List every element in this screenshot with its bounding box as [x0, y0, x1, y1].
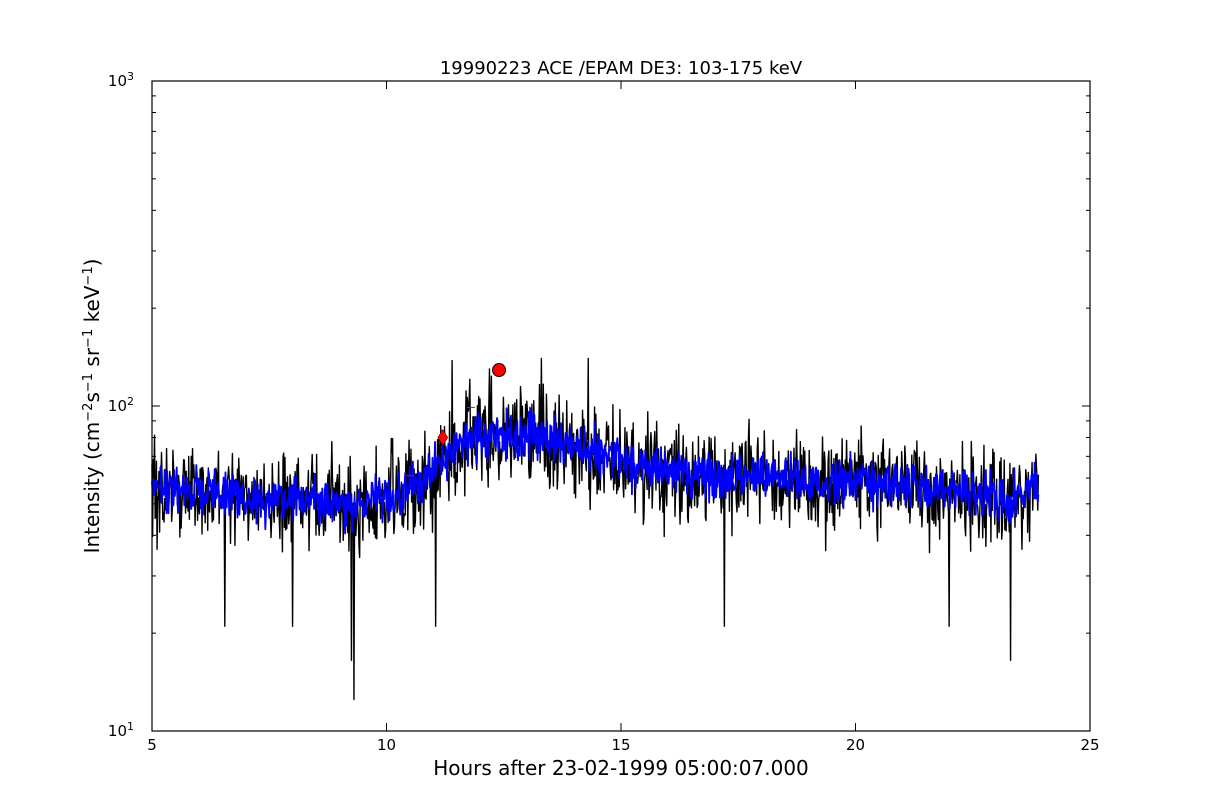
series-line-2 [151, 407, 1040, 535]
marker-diamond [437, 429, 449, 446]
y-axis-title-mid1: s [80, 392, 104, 402]
x-tick-label-15: 15 [611, 736, 630, 754]
y-axis-title-mid3: keV [80, 285, 104, 329]
x-tick-label-20: 20 [846, 736, 865, 754]
y-axis-title-sup3: −1 [81, 329, 96, 348]
x-tick-label-5: 5 [147, 736, 157, 754]
y-axis-title-sup1: −2 [81, 403, 96, 422]
x-axis-title: Hours after 23-02-1999 05:00:07.000 [433, 756, 809, 780]
series-layer [151, 357, 1040, 701]
marker-layer [405, 363, 507, 477]
x-tick-label-25: 25 [1080, 736, 1099, 754]
y-axis-title-sup4: −1 [81, 266, 96, 285]
y-axis-title-suffix: ) [80, 259, 104, 267]
y-axis-title-sup2: −1 [81, 373, 96, 392]
tick-layer: 5 10 15 20 25 101 102 103 [108, 70, 1100, 755]
y-tick-label-1000: 103 [108, 70, 134, 91]
marker-circle [492, 363, 507, 378]
y-axis-title: Intensity (cm−2s−1 sr−1 keV−1) [80, 259, 104, 554]
y-tick-label-100: 102 [108, 395, 134, 416]
chart-title: 19990223 ACE /EPAM DE3: 103-175 keV [440, 58, 803, 79]
y-tick-label-10: 101 [108, 720, 134, 741]
y-axis-title-prefix: Intensity (cm [80, 422, 104, 554]
y-axis-title-mid2: sr [80, 347, 104, 373]
x-tick-label-10: 10 [377, 736, 396, 754]
